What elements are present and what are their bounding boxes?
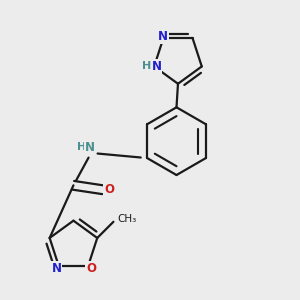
Text: CH₃: CH₃	[117, 214, 136, 224]
Text: N: N	[51, 262, 62, 275]
Text: N: N	[158, 30, 168, 43]
Text: O: O	[104, 183, 114, 196]
Text: N: N	[152, 60, 161, 73]
Text: H: H	[142, 61, 152, 71]
Text: O: O	[86, 262, 96, 275]
Text: H: H	[77, 142, 86, 152]
Text: N: N	[85, 141, 94, 154]
